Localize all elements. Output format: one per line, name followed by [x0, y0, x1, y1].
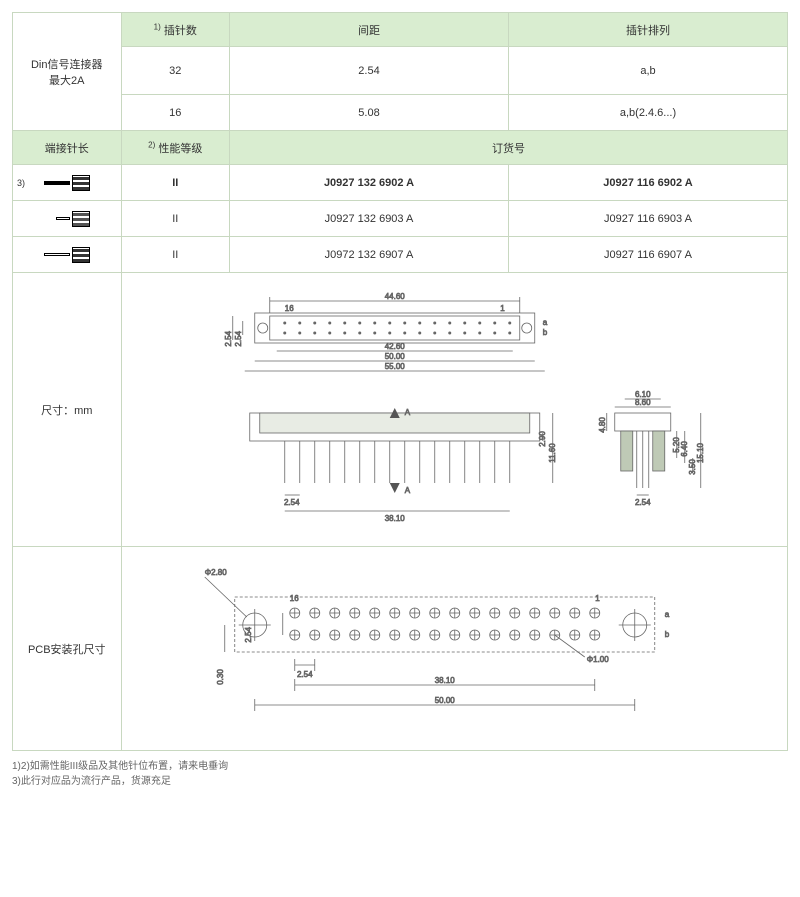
pn1-1: J0927 132 6903 A: [230, 201, 509, 237]
svg-text:50.00: 50.00: [434, 696, 455, 705]
svg-text:2.54: 2.54: [634, 498, 650, 507]
hdr-pin-count: 1) 插针数: [121, 13, 230, 47]
pn2-0: J0927 116 6902 A: [509, 165, 788, 201]
svg-text:50.00: 50.00: [384, 352, 405, 361]
svg-text:15.10: 15.10: [695, 442, 704, 463]
svg-text:a: a: [664, 610, 669, 619]
svg-text:6.10: 6.10: [634, 390, 650, 399]
pin-icon-cell-2: [13, 237, 122, 273]
svg-text:Φ2.80: Φ2.80: [204, 568, 227, 577]
pin-type-icon: [44, 173, 90, 193]
svg-text:a: a: [542, 318, 547, 327]
product-label-line1: Din信号连接器: [13, 56, 121, 72]
product-label-line2: 最大2A: [13, 72, 121, 88]
pin-icon-cell-0: 3): [13, 165, 122, 201]
svg-text:55.00: 55.00: [384, 362, 405, 371]
footnotes: 1)2)如需性能III级品及其他针位布置，请来电垂询 3)此行对应品为流行产品，…: [12, 759, 788, 789]
cell-pitch-1: 5.08: [230, 95, 509, 131]
svg-text:b: b: [664, 630, 669, 639]
pcb-drawing: 16 1 a b Φ2.80 Φ1.00 2.54: [132, 557, 778, 737]
pin-type-icon: [44, 245, 90, 265]
grade-2: II: [121, 237, 230, 273]
svg-text:6.40: 6.40: [679, 441, 688, 457]
cell-pins-1: 16: [121, 95, 230, 131]
svg-text:0.30: 0.30: [215, 669, 224, 685]
hdr-perf: 2) 性能等级: [121, 131, 230, 165]
pcb-label: PCB安装孔尺寸: [28, 644, 106, 656]
svg-text:A: A: [404, 486, 410, 495]
product-label-cell: Din信号连接器 最大2A: [13, 13, 122, 131]
dim-label-cell: 尺寸：mm: [13, 273, 122, 547]
pcb-label-cell: PCB安装孔尺寸: [13, 547, 122, 751]
grade-0: II: [121, 165, 230, 201]
svg-text:38.10: 38.10: [434, 676, 455, 685]
pn1-0: J0927 132 6902 A: [230, 165, 509, 201]
hdr-order: 订货号: [230, 131, 788, 165]
cell-arr-0: a,b: [509, 47, 788, 95]
dim-label: 尺寸：mm: [41, 405, 92, 417]
svg-text:2.54: 2.54: [233, 330, 242, 346]
footnote-1: 1)2)如需性能III级品及其他针位布置，请来电垂询: [12, 759, 788, 774]
pin-type-icon: [44, 209, 90, 229]
svg-text:11.60: 11.60: [547, 443, 556, 463]
cell-pitch-0: 2.54: [230, 47, 509, 95]
svg-text:1: 1: [595, 594, 600, 603]
hdr-pin-len: 端接针长: [13, 131, 122, 165]
svg-text:Φ1.00: Φ1.00: [586, 655, 609, 664]
svg-text:2.54: 2.54: [296, 670, 312, 679]
dimension-drawing: 44.60 16 1 a b 42.60 50.00 55.00: [132, 283, 778, 533]
svg-text:2.54: 2.54: [223, 330, 232, 346]
svg-text:16: 16: [284, 304, 293, 313]
pcb-drawing-cell: 16 1 a b Φ2.80 Φ1.00 2.54: [121, 547, 788, 751]
cell-arr-1: a,b(2.4.6...): [509, 95, 788, 131]
grade-1: II: [121, 201, 230, 237]
svg-text:4.80: 4.80: [597, 417, 606, 433]
pn2-2: J0927 116 6907 A: [509, 237, 788, 273]
svg-text:1: 1: [500, 304, 505, 313]
note3: 3): [17, 178, 25, 188]
hdr-arrangement: 插针排列: [509, 13, 788, 47]
svg-text:2.90: 2.90: [537, 431, 546, 447]
hdr-pitch: 间距: [230, 13, 509, 47]
pn1-2: J0972 132 6907 A: [230, 237, 509, 273]
spec-table: Din信号连接器 最大2A 1) 插针数 间距 插针排列 32 2.54 a,b…: [12, 12, 788, 751]
svg-text:2.54: 2.54: [243, 626, 252, 642]
dim-drawing-cell: 44.60 16 1 a b 42.60 50.00 55.00: [121, 273, 788, 547]
pn2-1: J0927 116 6903 A: [509, 201, 788, 237]
svg-text:A: A: [404, 408, 410, 417]
pin-icon-cell-1: [13, 201, 122, 237]
svg-text:44.60: 44.60: [384, 292, 405, 301]
svg-text:38.10: 38.10: [384, 514, 405, 523]
svg-text:b: b: [542, 328, 547, 337]
svg-text:16: 16: [289, 594, 298, 603]
svg-text:42.60: 42.60: [384, 342, 405, 351]
svg-text:2.54: 2.54: [283, 498, 299, 507]
cell-pins-0: 32: [121, 47, 230, 95]
footnote-2: 3)此行对应品为流行产品，货源充足: [12, 774, 788, 789]
